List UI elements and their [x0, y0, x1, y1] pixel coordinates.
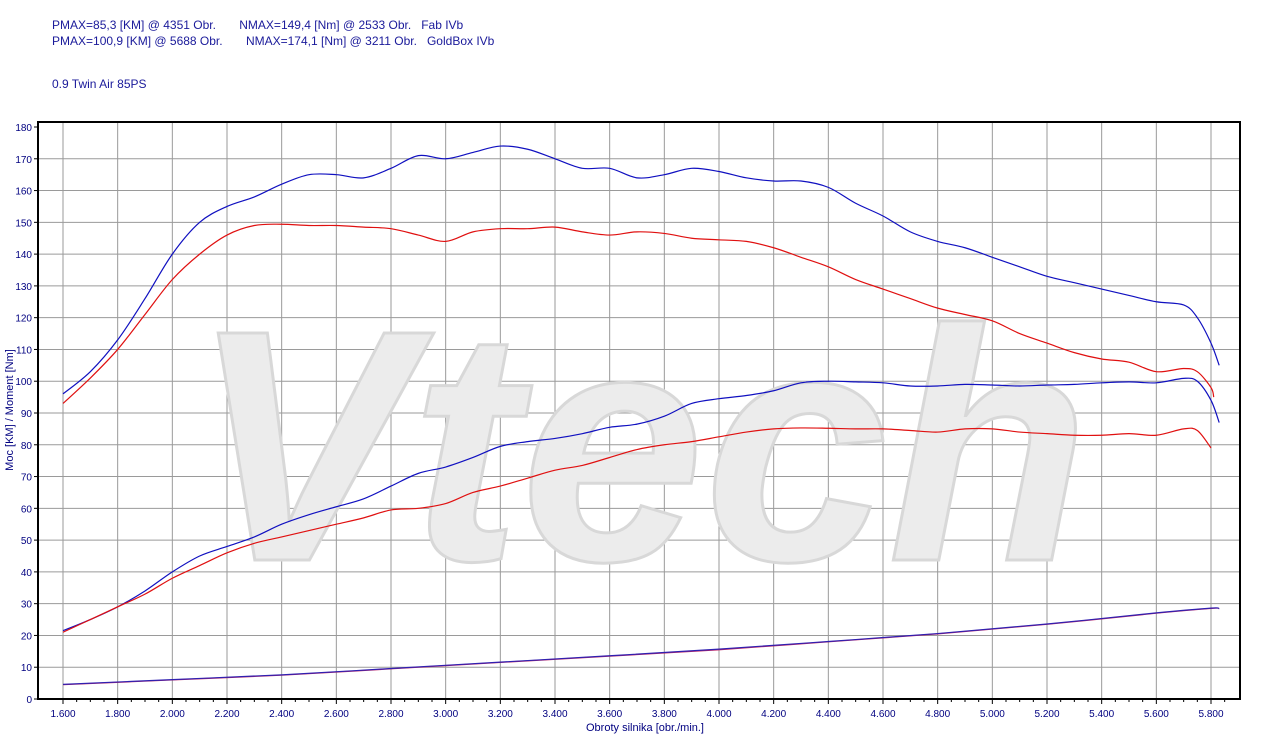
- x-tick-label: 5.800: [1198, 709, 1223, 720]
- x-tick-label: 1.600: [50, 709, 75, 720]
- x-tick-label: 5.200: [1034, 709, 1059, 720]
- x-tick-label: 5.600: [1144, 709, 1169, 720]
- x-tick-label: 2.800: [378, 709, 403, 720]
- y-tick-label: 20: [21, 631, 33, 642]
- chart-subtitle: 0.9 Twin Air 85PS: [52, 77, 147, 91]
- x-axis-label: Obroty silnika [obr./min.]: [586, 722, 704, 734]
- x-tick-label: 4.600: [870, 709, 895, 720]
- y-tick-label: 180: [15, 123, 32, 134]
- y-tick-label: 90: [21, 409, 33, 420]
- y-tick-label: 150: [15, 218, 32, 229]
- y-tick-label: 140: [15, 250, 32, 261]
- x-tick-label: 5.400: [1089, 709, 1114, 720]
- x-tick-label: 4.800: [925, 709, 950, 720]
- y-axis-label: Moc [KM] / Moment [Nm]: [4, 349, 16, 471]
- legend-line-goldbox: PMAX=100,9 [KM] @ 5688 Obr. NMAX=174,1 […: [52, 34, 495, 48]
- series-line-goldbox-power: [62, 377, 1220, 632]
- watermark-logo: Vtech: [191, 261, 1090, 630]
- y-tick-label: 110: [16, 345, 32, 356]
- y-tick-label: 10: [21, 663, 33, 674]
- x-tick-label: 5.000: [980, 709, 1005, 720]
- series-line-fab-torque: [62, 223, 1215, 404]
- x-tick-label: 3.800: [652, 709, 677, 720]
- y-tick-label: 50: [21, 536, 33, 547]
- x-tick-label: 1.800: [105, 709, 130, 720]
- y-tick-label: 70: [21, 473, 33, 484]
- series-line-goldbox-torque: [62, 145, 1220, 395]
- x-tick-label: 2.600: [324, 709, 349, 720]
- x-tick-label: 2.400: [269, 709, 294, 720]
- x-tick-label: 3.400: [542, 709, 567, 720]
- x-tick-label: 4.000: [706, 709, 731, 720]
- y-tick-label: 40: [21, 568, 33, 579]
- x-tick-label: 4.200: [761, 709, 786, 720]
- y-tick-label: 130: [15, 282, 32, 293]
- y-tick-label: 100: [15, 377, 32, 388]
- x-tick-label: 2.200: [214, 709, 239, 720]
- series-line-goldbox-loss: [62, 607, 1220, 685]
- series-line-fab-power: [62, 427, 1212, 633]
- y-tick-label: 30: [21, 600, 33, 611]
- legend-line-fab: PMAX=85,3 [KM] @ 4351 Obr. NMAX=149,4 [N…: [52, 18, 464, 32]
- x-tick-label: 3.000: [433, 709, 458, 720]
- y-tick-label: 120: [15, 314, 32, 325]
- plot-frame: [37, 121, 1241, 700]
- y-tick-label: 80: [21, 441, 33, 452]
- y-tick-label: 60: [21, 504, 33, 515]
- x-tick-label: 4.400: [816, 709, 841, 720]
- x-tick-label: 2.000: [160, 709, 185, 720]
- y-tick-label: 170: [15, 155, 32, 166]
- x-tick-label: 3.600: [597, 709, 622, 720]
- x-tick-label: 3.200: [488, 709, 513, 720]
- y-tick-label: 160: [15, 187, 32, 198]
- y-tick-label: 0: [26, 695, 32, 706]
